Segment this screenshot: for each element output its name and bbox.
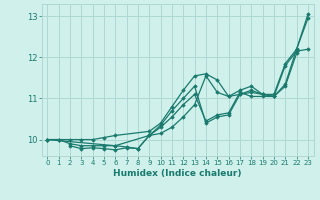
- X-axis label: Humidex (Indice chaleur): Humidex (Indice chaleur): [113, 169, 242, 178]
